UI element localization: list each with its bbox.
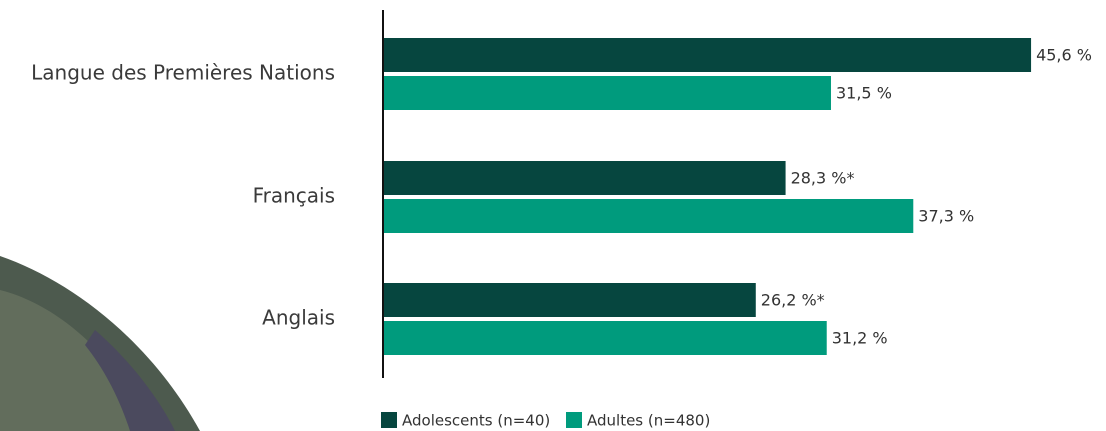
value-label: 28,3 %* <box>791 169 855 188</box>
category-label: Langue des Premières Nations <box>31 61 335 85</box>
value-label: 31,2 % <box>832 329 888 348</box>
value-label: 45,6 % <box>1036 46 1092 65</box>
legend-swatch <box>566 412 582 428</box>
bar <box>384 199 914 233</box>
value-label: 37,3 % <box>918 207 974 226</box>
legend-swatch <box>381 412 397 428</box>
category-label: Français <box>253 184 335 208</box>
legend-label: Adolescents (n=40) <box>402 412 550 430</box>
bar <box>384 161 786 195</box>
bar <box>384 321 827 355</box>
value-label: 31,5 % <box>836 84 892 103</box>
bar <box>384 38 1032 72</box>
bar <box>384 76 831 110</box>
legend-label: Adultes (n=480) <box>587 412 710 430</box>
bar <box>384 283 756 317</box>
photo-decoration <box>0 256 200 431</box>
value-label: 26,2 %* <box>761 291 825 310</box>
category-label: Anglais <box>262 306 335 330</box>
